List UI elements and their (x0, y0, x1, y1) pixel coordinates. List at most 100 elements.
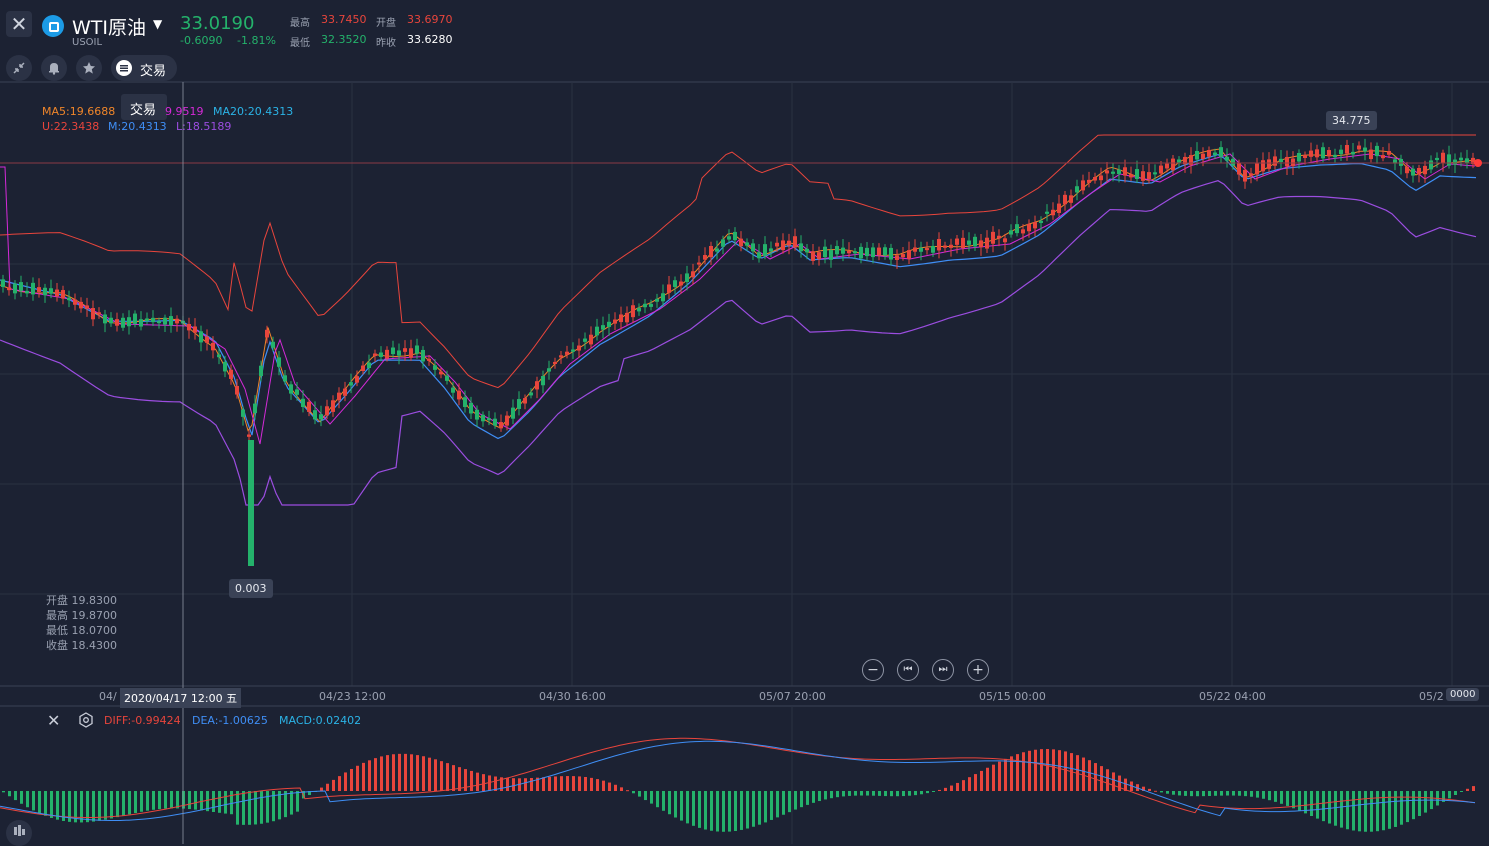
macd-bar (578, 776, 581, 791)
candle-body (1123, 167, 1127, 176)
candle-body (271, 341, 275, 348)
candle-body (1099, 175, 1103, 181)
candle-body (859, 246, 863, 259)
macd-bar (1460, 791, 1463, 792)
macd-bar (410, 754, 413, 791)
candle-body (853, 251, 857, 254)
candle-body (1255, 163, 1259, 175)
macd-bar (554, 776, 557, 791)
scroll-start-button[interactable]: ⏮ (897, 659, 919, 681)
symbol-name[interactable]: WTI原油 (72, 17, 146, 39)
candle-body (1459, 157, 1463, 161)
macd-bar (92, 791, 95, 822)
candle-body (37, 287, 41, 292)
candle-body (1009, 230, 1013, 235)
macd-bar (284, 791, 287, 818)
collapse-button[interactable] (6, 55, 32, 81)
candle-body (1393, 159, 1397, 164)
candle-body (985, 237, 989, 249)
candle-body (1267, 159, 1271, 169)
macd-bar (182, 791, 185, 809)
candle-body (1153, 172, 1157, 175)
candle-body (1219, 147, 1223, 157)
macd-bar (608, 782, 611, 791)
candle-body (871, 247, 875, 258)
favorite-button[interactable] (76, 55, 102, 81)
candle-body (619, 314, 623, 323)
candle-body (1051, 209, 1055, 216)
candle-body (1381, 155, 1385, 159)
macd-bar (1088, 760, 1091, 791)
macd-bar (1178, 791, 1181, 796)
macd-bar (860, 791, 863, 796)
candle-body (439, 371, 443, 375)
candle-body (127, 317, 131, 327)
macd-bar (1106, 769, 1109, 791)
macd-bar (1094, 763, 1097, 791)
candle-body (817, 252, 821, 260)
chevron-down-icon[interactable]: ▼ (153, 17, 163, 31)
candle-body (463, 397, 467, 408)
scroll-end-button[interactable]: ⏭ (932, 659, 954, 681)
macd-bar (986, 767, 989, 791)
candle-body (307, 401, 311, 412)
alert-button[interactable] (41, 55, 67, 81)
macd-bar (1298, 791, 1301, 811)
candle-body (217, 354, 221, 358)
zoom-out-button[interactable]: − (862, 659, 884, 681)
candle-body (1207, 149, 1211, 157)
macd-bar (392, 754, 395, 791)
macd-bar (1112, 772, 1115, 791)
candle-body (1147, 172, 1151, 180)
candle-body (1141, 171, 1145, 181)
candle-body (637, 307, 641, 312)
candle-body (1015, 224, 1019, 234)
candle-body (1465, 158, 1469, 164)
candle-body (811, 251, 815, 261)
layers-button[interactable] (6, 820, 32, 846)
macd-bar (470, 770, 473, 791)
symbol-code: USOIL (72, 37, 103, 48)
close-button[interactable]: ✕ (6, 11, 32, 37)
candle-body (745, 242, 749, 246)
candle-body (1105, 170, 1109, 174)
macd-bar (908, 791, 911, 796)
candle-body (151, 317, 155, 323)
candle-body (1333, 154, 1337, 158)
candle-body (109, 317, 113, 324)
candle-body (1093, 177, 1097, 181)
macd-bar (1040, 749, 1043, 791)
macd-bar (476, 772, 479, 791)
macd-settings-button[interactable] (78, 712, 94, 732)
candles-icon (14, 825, 25, 836)
macd-bar (386, 755, 389, 791)
zoom-in-button[interactable]: + (967, 659, 989, 681)
candle-body (541, 376, 545, 386)
candle-body (475, 409, 479, 420)
macd-bar (86, 791, 89, 823)
ohlc-low: 最低 18.0700 (46, 624, 117, 637)
candle-body (925, 248, 929, 251)
macd-bar (794, 791, 797, 810)
macd-bar (1424, 791, 1427, 813)
macd-bar (296, 791, 299, 812)
candle-body (919, 247, 923, 252)
macd-close-button[interactable]: ✕ (47, 711, 60, 730)
macd-bar (116, 791, 119, 818)
trade-button[interactable]: 交易 (111, 55, 177, 81)
macd-bar (626, 790, 629, 792)
candle-body (1441, 152, 1445, 163)
candle-body (493, 418, 497, 426)
macd-bar (1412, 791, 1415, 820)
macd-bar (2, 791, 5, 793)
candle-body (667, 284, 671, 293)
candle-body (829, 250, 833, 260)
macd-bar (1022, 752, 1025, 791)
candle-body (1231, 158, 1235, 166)
candle-body (901, 254, 905, 258)
macd-bar (440, 761, 443, 791)
macd-bar (326, 783, 329, 791)
candle-body (805, 248, 809, 253)
macd-bar (362, 762, 365, 791)
